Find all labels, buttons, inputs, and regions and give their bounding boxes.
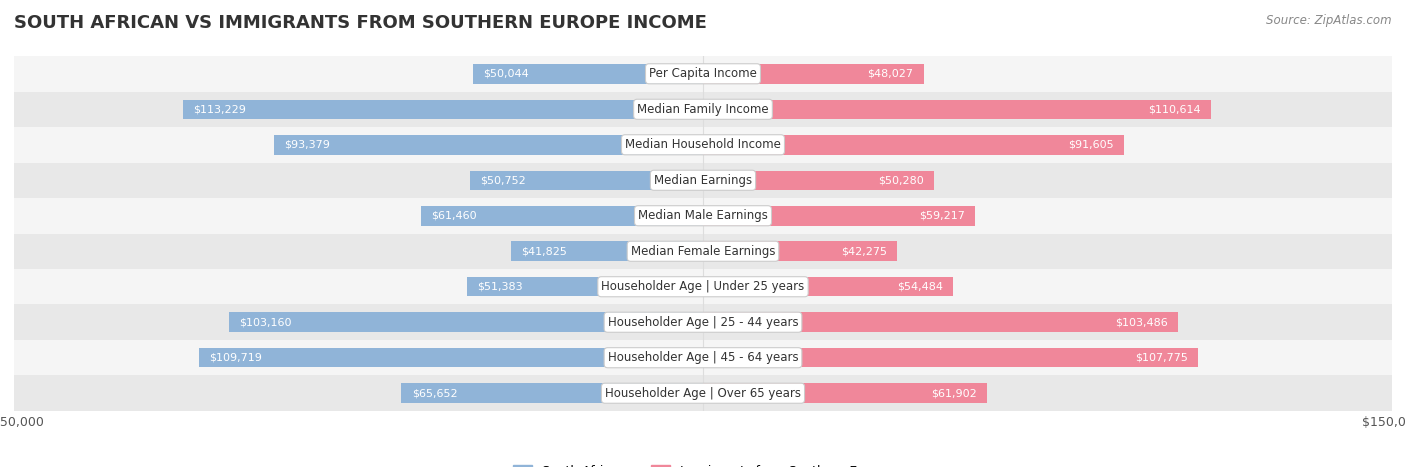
Text: $50,752: $50,752 (481, 175, 526, 185)
Bar (14, 92, 1392, 127)
Text: $65,652: $65,652 (412, 388, 457, 398)
Bar (703, 383, 987, 403)
Text: $107,775: $107,775 (1135, 353, 1188, 363)
Text: $48,027: $48,027 (868, 69, 914, 79)
Text: $50,280: $50,280 (877, 175, 924, 185)
Text: $50,044: $50,044 (484, 69, 529, 79)
Bar (703, 135, 1123, 155)
Legend: South African, Immigrants from Southern Europe: South African, Immigrants from Southern … (508, 460, 898, 467)
Bar (14, 198, 1392, 234)
Text: $91,605: $91,605 (1067, 140, 1114, 150)
Bar (402, 383, 703, 403)
Text: $42,275: $42,275 (841, 246, 887, 256)
Text: $61,460: $61,460 (432, 211, 477, 221)
Bar (470, 170, 703, 190)
Bar (703, 170, 934, 190)
Bar (703, 348, 1198, 368)
Text: Median Household Income: Median Household Income (626, 138, 780, 151)
Bar (14, 127, 1392, 163)
Text: Householder Age | Over 65 years: Householder Age | Over 65 years (605, 387, 801, 400)
Text: Median Earnings: Median Earnings (654, 174, 752, 187)
Bar (14, 375, 1392, 411)
Bar (703, 241, 897, 261)
Bar (229, 312, 703, 332)
Bar (703, 277, 953, 297)
Bar (14, 56, 1392, 92)
Text: $51,383: $51,383 (477, 282, 523, 292)
Text: $54,484: $54,484 (897, 282, 943, 292)
Text: Householder Age | 25 - 44 years: Householder Age | 25 - 44 years (607, 316, 799, 329)
Bar (14, 304, 1392, 340)
Bar (510, 241, 703, 261)
Text: Median Family Income: Median Family Income (637, 103, 769, 116)
Text: Householder Age | Under 25 years: Householder Age | Under 25 years (602, 280, 804, 293)
Text: $41,825: $41,825 (522, 246, 567, 256)
Text: SOUTH AFRICAN VS IMMIGRANTS FROM SOUTHERN EUROPE INCOME: SOUTH AFRICAN VS IMMIGRANTS FROM SOUTHER… (14, 14, 707, 32)
Text: $103,486: $103,486 (1115, 317, 1168, 327)
Text: Per Capita Income: Per Capita Income (650, 67, 756, 80)
Bar (14, 340, 1392, 375)
Bar (703, 64, 924, 84)
Text: $103,160: $103,160 (239, 317, 292, 327)
Bar (14, 269, 1392, 304)
Text: Householder Age | 45 - 64 years: Householder Age | 45 - 64 years (607, 351, 799, 364)
Text: $93,379: $93,379 (284, 140, 330, 150)
Text: $61,902: $61,902 (931, 388, 977, 398)
Bar (200, 348, 703, 368)
Bar (474, 64, 703, 84)
Text: $109,719: $109,719 (209, 353, 263, 363)
Text: $110,614: $110,614 (1149, 104, 1201, 114)
Bar (420, 206, 703, 226)
Text: $59,217: $59,217 (918, 211, 965, 221)
Text: Median Female Earnings: Median Female Earnings (631, 245, 775, 258)
Text: Source: ZipAtlas.com: Source: ZipAtlas.com (1267, 14, 1392, 27)
Bar (467, 277, 703, 297)
Bar (703, 206, 974, 226)
Bar (703, 312, 1178, 332)
Bar (183, 99, 703, 119)
Bar (14, 234, 1392, 269)
Bar (703, 99, 1211, 119)
Bar (274, 135, 703, 155)
Text: $113,229: $113,229 (193, 104, 246, 114)
Bar (14, 163, 1392, 198)
Text: Median Male Earnings: Median Male Earnings (638, 209, 768, 222)
